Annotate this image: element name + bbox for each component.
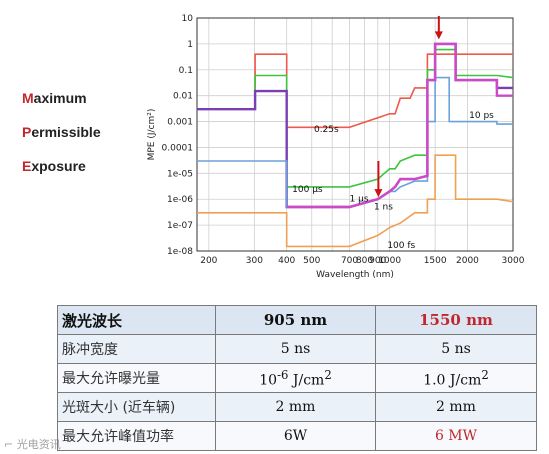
arrow-head	[434, 31, 443, 40]
annotation-label: 1 ns	[374, 203, 393, 213]
row-label: 最大允许峰值功率	[57, 421, 216, 451]
word-exposure: Exposure	[22, 158, 86, 174]
plot-area	[197, 18, 513, 251]
x-tick-label: 900	[369, 256, 386, 266]
y-tick-label: 1e-07	[167, 221, 193, 231]
series-line	[197, 154, 514, 248]
plot-frame	[196, 17, 514, 252]
mpe-chart: 10 1 0.1 0.01 0.001 0.0001 1e-05 1e-06 1e-07 1e-0…	[147, 14, 525, 280]
annotation-label: 100 fs	[387, 241, 415, 251]
cell-1550: 6 MW	[375, 421, 537, 451]
y-tick-label: 1e-06	[167, 195, 193, 205]
arrow-head	[374, 189, 383, 198]
y-tick-label: 0.0001	[162, 143, 194, 153]
y-tick-label: 10	[182, 14, 194, 24]
cell-1550: 1.0 J/cm2	[375, 363, 537, 393]
word-maximum: Maximum	[22, 90, 87, 106]
x-tick-label: 400	[278, 256, 295, 266]
x-tick-label: 300	[246, 256, 263, 266]
cell-905: 6W	[215, 421, 376, 451]
y-tick-label: 1e-05	[167, 169, 193, 179]
series-line	[197, 53, 513, 129]
annotation-label: 1 µs	[350, 195, 369, 205]
y-axis-label: MPE (J/cm²)	[147, 109, 157, 161]
y-tick-label: 0.001	[167, 118, 193, 128]
x-tick-label: 1000	[378, 256, 401, 266]
annotation-label: 100 µs	[292, 185, 323, 195]
cell-905: 5 ns	[215, 334, 376, 364]
table-row: 脉冲宽度 5 ns 5 ns	[57, 334, 537, 364]
cell-1550: 5 ns	[375, 334, 537, 364]
watermark: ⌐ 光电资讯	[4, 438, 61, 451]
x-tick-label: 800	[356, 256, 373, 266]
x-tick-label: 700	[341, 256, 358, 266]
x-tick-label: 500	[303, 256, 320, 266]
cell-905: 2 mm	[215, 392, 376, 422]
y-tick-label: 1e-08	[167, 247, 193, 257]
row-label: 脉冲宽度	[57, 334, 216, 364]
header-1550: 1550 nm	[375, 305, 537, 335]
spec-table: 激光波长 905 nm 1550 nm 脉冲宽度 5 ns 5 ns 最大允许曝…	[57, 305, 537, 451]
table-row: 最大允许峰值功率 6W 6 MW	[57, 421, 537, 451]
x-axis-label: Wavelength (nm)	[316, 270, 394, 280]
x-tick-label: 2000	[456, 256, 479, 266]
table-row: 光斑大小 (近车辆) 2 mm 2 mm	[57, 392, 537, 422]
x-tick-label: 3000	[502, 256, 525, 266]
table-row: 最大允许曝光量 10-6 J/cm2 1.0 J/cm2	[57, 363, 537, 393]
series-label: 10 ps	[469, 111, 494, 121]
cell-1550: 2 mm	[375, 392, 537, 422]
row-label: 光斑大小 (近车辆)	[57, 392, 216, 422]
header-wavelength: 激光波长	[57, 305, 216, 335]
series-label: 0.25s	[314, 125, 339, 135]
word-permissible: Permissible	[22, 124, 101, 140]
cell-905: 10-6 J/cm2	[215, 363, 376, 393]
y-tick-label: 0.1	[179, 66, 193, 76]
table-header-row: 激光波长 905 nm 1550 nm	[57, 305, 537, 335]
y-tick-label: 0.01	[173, 92, 193, 102]
y-tick-label: 1	[187, 40, 193, 50]
x-tick-label: 200	[200, 256, 217, 266]
series-line	[286, 42, 513, 209]
header-905: 905 nm	[215, 305, 376, 335]
x-tick-label: 1500	[424, 256, 447, 266]
mpe-acronym: Maximum Permissible Exposure	[22, 88, 101, 190]
row-label: 最大允许曝光量	[57, 363, 216, 393]
